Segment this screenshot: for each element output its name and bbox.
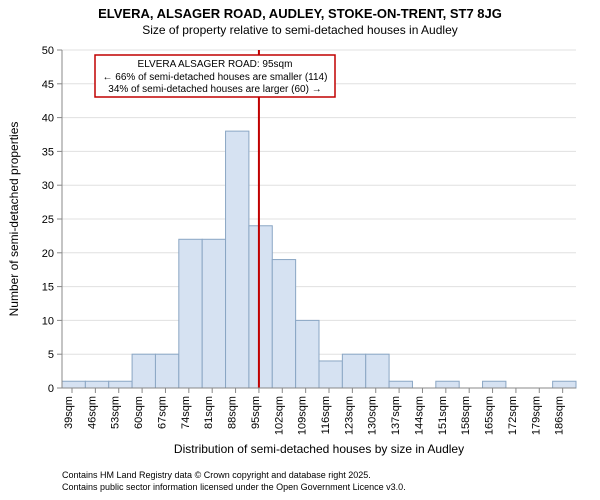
- histogram-bar: [272, 260, 295, 388]
- histogram-bar: [226, 131, 249, 388]
- x-tick-label: 130sqm: [367, 396, 379, 435]
- x-tick-label: 179sqm: [530, 396, 542, 435]
- histogram-bar: [342, 354, 365, 388]
- x-tick-label: 74sqm: [180, 396, 192, 429]
- callout-line3: 34% of semi-detached houses are larger (…: [108, 84, 321, 95]
- histogram-bar: [155, 354, 178, 388]
- x-tick-label: 172sqm: [507, 396, 519, 435]
- callout-line1: ELVERA ALSAGER ROAD: 95sqm: [138, 59, 293, 70]
- attribution-line: Contains public sector information licen…: [62, 482, 406, 492]
- histogram-bar: [109, 381, 132, 388]
- y-tick-label: 40: [42, 113, 54, 125]
- histogram-bar: [436, 381, 459, 388]
- y-tick-label: 45: [42, 79, 54, 91]
- histogram-bar: [202, 239, 225, 388]
- y-tick-label: 10: [42, 315, 54, 327]
- x-tick-label: 186sqm: [554, 396, 566, 435]
- y-tick-label: 25: [42, 214, 54, 226]
- x-tick-label: 151sqm: [437, 396, 449, 435]
- x-axis-label: Distribution of semi-detached houses by …: [174, 442, 464, 456]
- y-tick-label: 15: [42, 282, 54, 294]
- chart-subtitle: Size of property relative to semi-detach…: [142, 23, 458, 37]
- x-tick-label: 46sqm: [86, 396, 98, 429]
- histogram-bar: [132, 354, 155, 388]
- histogram-bar: [296, 320, 319, 388]
- x-tick-label: 88sqm: [227, 396, 239, 429]
- histogram-bar: [389, 381, 412, 388]
- chart-container: 0 5 10 15 20 25 30 35 40 45 50 39sqm 46sqm 53sqm 60sqm…: [0, 0, 600, 500]
- x-tick-label: 39sqm: [63, 396, 75, 429]
- histogram-bar: [85, 381, 108, 388]
- x-tick-label: 60sqm: [133, 396, 145, 429]
- histogram-bar: [179, 239, 202, 388]
- x-tick-label: 165sqm: [484, 396, 496, 435]
- y-tick-label: 50: [42, 45, 54, 57]
- y-tick-label: 20: [42, 248, 54, 260]
- attribution-line: Contains HM Land Registry data © Crown c…: [62, 470, 371, 480]
- x-tick-label: 123sqm: [343, 396, 355, 435]
- histogram-chart: 0 5 10 15 20 25 30 35 40 45 50 39sqm 46sqm 53sqm 60sqm…: [0, 0, 600, 500]
- y-tick-label: 0: [48, 383, 54, 395]
- x-tick-label: 144sqm: [413, 396, 425, 435]
- y-tick-label: 5: [48, 349, 54, 361]
- x-tick-label: 102sqm: [273, 396, 285, 435]
- histogram-bar: [249, 226, 272, 388]
- x-tick-label: 116sqm: [320, 396, 332, 434]
- x-tick-label: 67sqm: [156, 396, 168, 429]
- y-tick-label: 35: [42, 146, 54, 158]
- x-tick-label: 158sqm: [460, 396, 472, 435]
- y-tick-label: 30: [42, 180, 54, 192]
- x-tick-label: 81sqm: [203, 396, 215, 429]
- x-tick-label: 109sqm: [297, 396, 309, 435]
- chart-title: ELVERA, ALSAGER ROAD, AUDLEY, STOKE-ON-T…: [98, 6, 502, 21]
- histogram-bar: [553, 381, 576, 388]
- x-tick-label: 137sqm: [390, 396, 402, 435]
- x-tick-label: 53sqm: [110, 396, 122, 429]
- callout-line2: ← 66% of semi-detached houses are smalle…: [103, 72, 328, 83]
- x-tick-label: 95sqm: [250, 396, 262, 429]
- histogram-bar: [319, 361, 342, 388]
- histogram-bar: [366, 354, 389, 388]
- y-axis-label: Number of semi-detached properties: [7, 122, 21, 317]
- histogram-bar: [62, 381, 85, 388]
- histogram-bar: [483, 381, 506, 388]
